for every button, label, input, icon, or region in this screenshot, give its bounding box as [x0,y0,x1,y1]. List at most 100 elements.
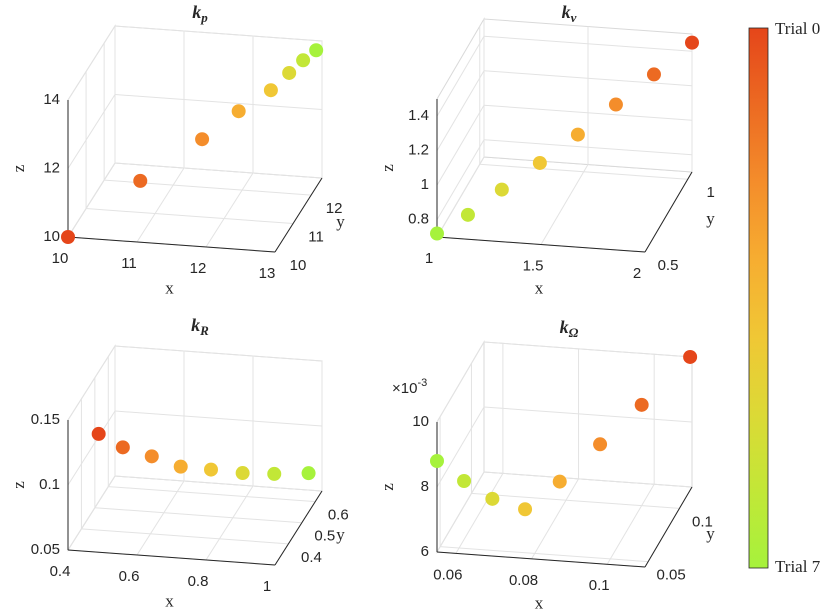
title-subscript: Ω [569,325,579,340]
point [195,132,210,147]
point [683,349,698,364]
title-subscript: v [571,10,577,25]
x-tick-label: 2 [633,265,641,282]
z-tick-label: 8 [421,478,429,495]
grid-line [483,104,693,121]
y-axis [274,177,323,253]
point [570,127,585,142]
title-base: k [191,315,200,335]
point [235,466,250,481]
z-tick-label: 6 [421,543,429,560]
point [144,449,159,464]
y-axis [644,171,693,253]
title-subscript: p [200,10,208,25]
grid-line [436,156,485,238]
grid-line [114,345,323,362]
point [685,35,699,50]
grid-line [483,35,693,52]
z-axis-label: z [378,164,397,172]
grid-line [136,167,185,243]
y-axis-label: y [336,212,345,231]
y-tick-label: 0.05 [657,567,686,584]
grid-line [483,471,693,488]
y-axis-label: y [336,525,345,544]
x-tick-label: 10 [52,250,69,267]
z-axis-label: z [9,481,28,489]
y-tick-label: 1 [707,184,715,201]
point [460,207,475,222]
point [173,459,188,474]
point [634,397,649,412]
y-tick-label: 0.5 [658,257,679,274]
point [430,226,444,241]
point [263,83,278,98]
x-tick-label: 11 [121,255,137,272]
grid-line [136,480,185,556]
y-tick-label: 10 [290,257,307,274]
x-axis [67,549,276,566]
point [593,437,608,452]
grid-line [455,473,504,554]
title-subscript: R [199,323,209,338]
x-axis [436,551,646,568]
z-tick-label: 0.15 [31,411,60,428]
grid-line [81,528,289,545]
plot-title: kR [191,315,209,338]
point [518,502,533,517]
y-axis-label: y [706,209,715,228]
grid-line [436,104,485,186]
colorbar-label: Trial 7 [775,557,821,576]
y-axis [274,490,323,566]
point [115,440,130,455]
grid-line [86,208,294,225]
point [204,462,218,477]
point [494,182,509,197]
grid-line [67,25,116,101]
point [608,97,623,112]
grid-line [436,35,485,117]
z-tick-label: 0.8 [408,211,429,228]
z-tick-label: 1.2 [408,142,429,159]
y-tick-label: 0.6 [328,507,349,524]
x-axis-label: x [165,278,174,297]
x-axis-label: x [535,593,544,612]
grid-line [205,172,254,248]
grid-line [436,471,485,553]
y-axis [644,486,693,568]
grid-line [114,475,323,492]
point [91,426,106,441]
z-tick-label: 10 [43,228,60,245]
x-axis [67,236,276,253]
grid-line [531,478,579,560]
z-tick-label: 0.1 [39,476,60,493]
z-tick-label: 1 [421,176,429,193]
z-tick-label: 1.4 [408,107,429,124]
x-tick-label: 1.5 [523,257,544,274]
z-tick-label: 12 [43,159,60,176]
z-tick-label: 10 [412,413,429,430]
y-tick-label: 11 [308,229,324,246]
grid-line [483,70,693,87]
x-tick-label: 1 [263,578,271,595]
z-axis-label: z [9,164,28,172]
z-tick-label: 0.05 [31,541,60,558]
x-tick-label: 0.4 [50,563,71,580]
point [267,466,282,481]
grid-line [114,162,323,179]
point [301,466,316,481]
grid-line [540,164,589,245]
point [61,230,75,244]
x-axis-label: x [165,591,174,610]
point [552,474,567,489]
colorbar-label: Trial 0 [775,19,820,38]
x-axis [436,236,646,253]
title-base: k [562,2,571,22]
title-base: k [560,317,569,337]
grid-line [483,139,693,156]
plot-title: kv [562,2,577,25]
grid-line [114,94,323,110]
grid-line [114,25,323,42]
grid-line [67,475,116,551]
grid-line [205,485,254,561]
point [646,67,661,82]
